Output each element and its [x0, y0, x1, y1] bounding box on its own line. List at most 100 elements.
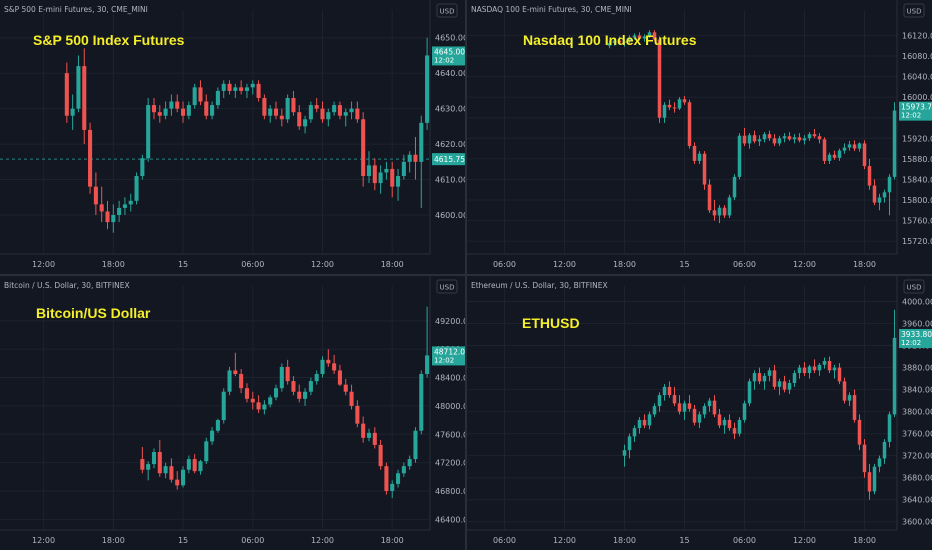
chart-svg: 4650.00 4640.00 4630.00 4620.00 4610.00 4600.… [0, 0, 465, 269]
y-tick-label: 46800.0 [435, 487, 465, 496]
candle-body [612, 40, 617, 44]
candle-body [343, 112, 348, 116]
candle-body [797, 367, 802, 374]
candle-body [122, 204, 127, 208]
candle-body [852, 144, 857, 149]
last-price-countdown: 12:02 [901, 339, 921, 347]
candle-body [76, 66, 81, 109]
candle-body [262, 98, 267, 116]
y-tick-label: 3640.00 [902, 496, 932, 505]
candle-body [262, 404, 267, 410]
candle-body [742, 135, 747, 144]
y-tick-label: 4610.00 [435, 176, 465, 185]
candle-body [812, 134, 817, 137]
candle-body [227, 83, 232, 91]
y-tick-label: 3840.00 [902, 386, 932, 395]
candle-body [617, 40, 622, 43]
candle-body [842, 381, 847, 401]
candle-body [326, 112, 331, 120]
candle-body [892, 110, 897, 177]
sp500-panel[interactable]: 4650.00 4640.00 4630.00 4620.00 4610.00 4600.… [0, 0, 465, 274]
candle-body [677, 99, 682, 109]
candle-body [677, 403, 682, 412]
candle-body [215, 420, 220, 431]
candle-body [802, 138, 807, 141]
candle-body [378, 444, 383, 467]
y-tick-label: 4630.00 [435, 105, 465, 114]
candle-body [842, 147, 847, 151]
candle-body [807, 134, 812, 139]
candle-body [767, 370, 772, 376]
candle-body [777, 138, 782, 144]
candle-body [186, 459, 191, 470]
candle-body [303, 119, 308, 127]
y-tick-label: 3680.00 [902, 474, 932, 483]
candle-body [712, 400, 717, 415]
candle-body [128, 200, 133, 205]
candle-body [413, 154, 418, 162]
candle-body [384, 466, 389, 491]
candle-body [777, 381, 782, 387]
candle-body [355, 108, 360, 120]
panel-divider-horizontal[interactable] [0, 274, 932, 276]
y-tick-label: 15760.00 [902, 217, 932, 226]
y-tick-label: 48400.0 [435, 374, 465, 383]
chart-headline: Bitcoin/US Dollar [36, 305, 151, 321]
currency-badge [436, 3, 458, 18]
candle-body [807, 366, 812, 374]
last-price-value: 15973.75 [901, 103, 932, 112]
candle-body [667, 104, 672, 108]
last-price-tag [432, 46, 465, 66]
candle-body [812, 366, 817, 371]
candle-body [607, 43, 612, 46]
candle-body [297, 112, 302, 127]
y-tick-label: 15800.00 [902, 196, 932, 205]
candle-body [862, 444, 867, 473]
x-tick-label: 12:00 [311, 536, 334, 545]
candle-body [233, 87, 238, 91]
last-price-tag [432, 346, 465, 366]
candle-body [419, 374, 424, 431]
y-tick-label: 3960.00 [902, 320, 932, 329]
candle-body [227, 370, 232, 392]
candle-body [872, 185, 877, 203]
candle-body [413, 430, 418, 460]
candle-body [752, 373, 757, 382]
x-tick-label: 12:00 [793, 536, 816, 545]
y-tick-label: 4000.00 [902, 298, 932, 307]
bitcoin-panel[interactable]: 49200.048800.048400.048000.047600.047200… [0, 276, 465, 550]
candle-body [88, 129, 93, 187]
candle-body [198, 87, 203, 102]
candle-body [822, 139, 827, 161]
chart-svg: 16120.0016080.0016040.0016000.0015960.00… [467, 0, 932, 269]
candle-body [772, 138, 777, 144]
candle-body [93, 186, 98, 205]
candle-body [757, 373, 762, 382]
candle-body [181, 469, 186, 486]
y-tick-label: 49200.0 [435, 317, 465, 326]
candle-body [285, 366, 290, 382]
candle-body [105, 211, 110, 223]
candle-body [832, 367, 837, 371]
candle-body [366, 165, 372, 176]
candle-body [737, 419, 742, 434]
candle-body [332, 105, 337, 113]
candle-body [687, 102, 692, 146]
candle-body [867, 166, 872, 186]
candle-body [792, 137, 797, 140]
candle-body [291, 381, 296, 392]
candle-body [64, 73, 69, 116]
candle-body [233, 370, 238, 374]
symbol-title: S&P 500 E-mini Futures, 30, CME_MINI [4, 5, 148, 14]
chart-svg: 4000.003960.003920.003880.003840.003800.… [467, 276, 932, 545]
y-tick-label: 16000.00 [902, 93, 932, 102]
candle-body [372, 165, 377, 184]
candle-body [285, 98, 290, 120]
x-tick-label: 06:00 [241, 536, 264, 545]
candle-body [169, 466, 174, 480]
x-tick-label: 06:00 [733, 536, 756, 545]
last-price-value: 4645.00 [434, 47, 465, 56]
ethereum-panel[interactable]: 4000.003960.003920.003880.003840.003800.… [467, 276, 932, 550]
nasdaq-panel[interactable]: 16120.0016080.0016040.0016000.0015960.00… [467, 0, 932, 274]
candle-body [697, 414, 702, 423]
